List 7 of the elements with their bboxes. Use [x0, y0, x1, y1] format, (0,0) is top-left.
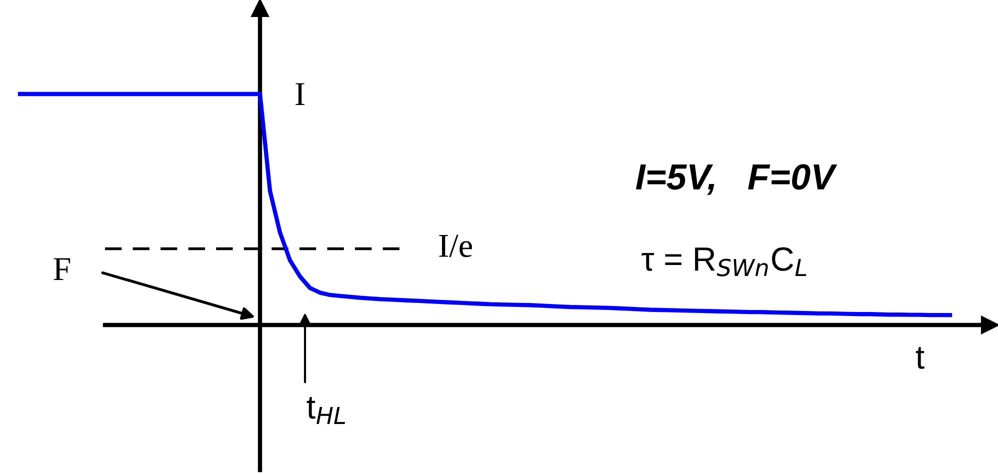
text: t$_{HL}$ — [306, 396, 346, 424]
annotation: F — [54, 258, 70, 280]
x-axis-title: t — [916, 347, 924, 369]
annotation: τ = R$_{SWn}$C$_{L}$ — [642, 247, 806, 276]
annotation: I — [296, 83, 304, 106]
annotation: I=5V, F=0V — [636, 164, 838, 195]
ref-line-label: I/e — [439, 234, 472, 258]
